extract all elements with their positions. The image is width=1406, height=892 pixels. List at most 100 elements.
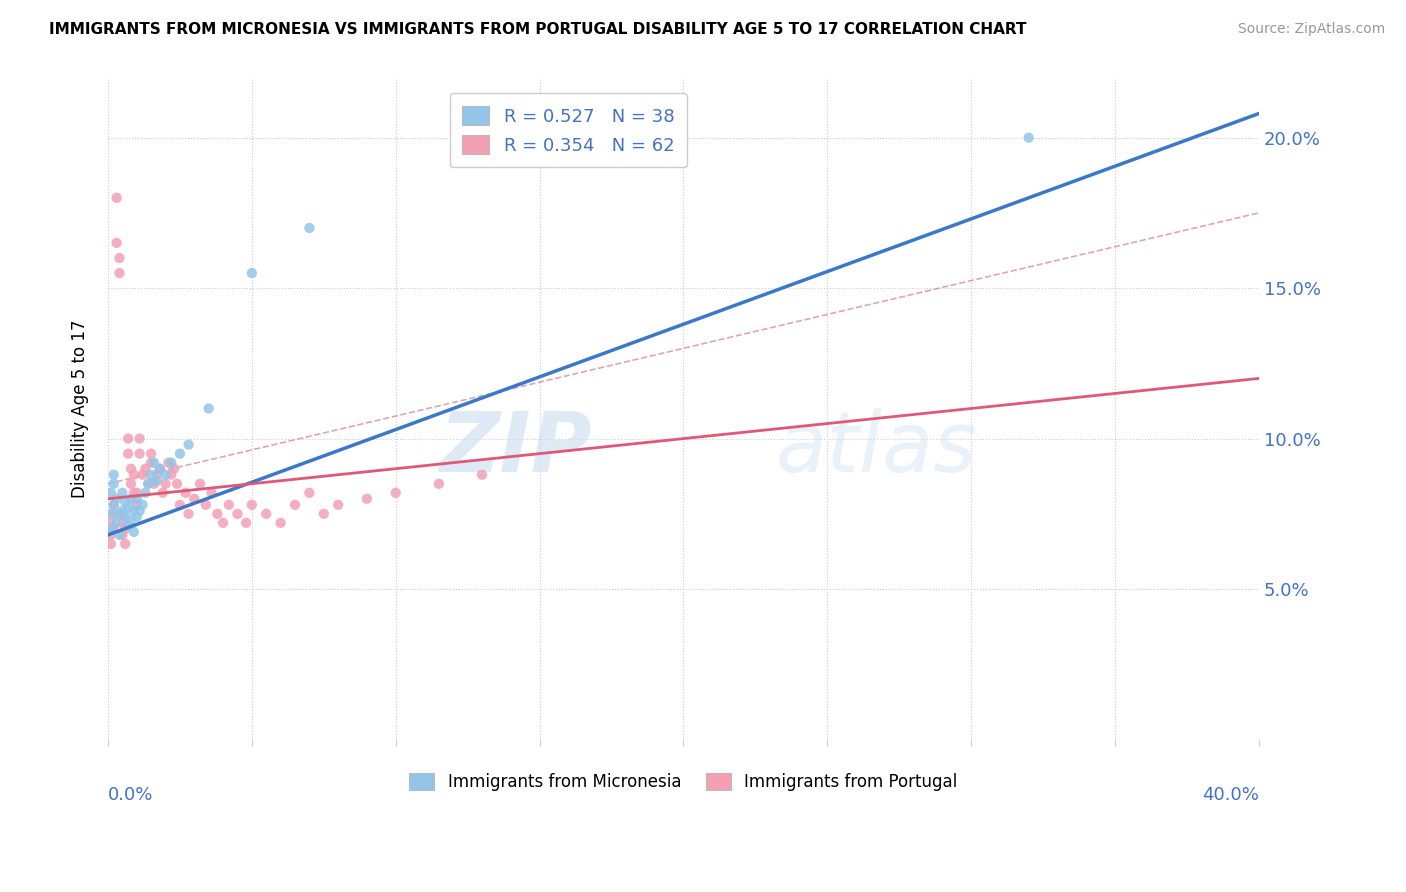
Point [284,498,307,512]
Point [160,467,183,482]
Text: ZIP: ZIP [439,408,592,489]
Point [122,485,145,500]
Point [111,516,134,530]
Point [270,516,292,530]
Point [125,509,148,524]
Point [427,476,450,491]
Point [120,513,142,527]
Point [111,485,134,500]
Point [108,251,131,265]
Point [152,485,174,500]
Point [128,504,150,518]
Point [218,498,240,512]
Point [103,498,125,512]
Point [131,467,153,482]
Point [100,528,122,542]
Point [298,485,321,500]
Point [111,507,134,521]
Point [149,461,172,475]
Point [149,461,172,475]
Point [240,498,263,512]
Point [177,437,200,451]
Point [114,522,136,536]
Point [166,476,188,491]
Point [117,447,139,461]
Point [128,447,150,461]
Point [114,509,136,524]
Point [200,485,222,500]
Point [146,474,169,488]
Point [105,235,128,250]
Point [120,476,142,491]
Point [117,519,139,533]
Point [169,498,191,512]
Point [117,432,139,446]
Point [146,467,169,482]
Point [122,467,145,482]
Point [207,507,229,521]
Point [183,491,205,506]
Point [163,461,186,475]
Point [105,491,128,506]
Point [100,522,122,536]
Point [100,485,122,500]
Point [128,432,150,446]
Point [125,485,148,500]
Point [1018,130,1040,145]
Point [136,476,159,491]
Point [105,191,128,205]
Point [312,507,335,521]
Point [117,500,139,515]
Point [120,461,142,475]
Point [100,537,122,551]
Point [174,485,197,500]
Point [103,498,125,512]
Point [235,516,257,530]
Point [177,507,200,521]
Point [143,456,166,470]
Point [298,221,321,235]
Point [188,476,211,491]
Point [103,522,125,536]
Point [226,507,249,521]
Point [103,467,125,482]
Text: 0.0%: 0.0% [108,786,153,804]
Point [141,447,163,461]
Point [100,507,122,521]
Text: Source: ZipAtlas.com: Source: ZipAtlas.com [1237,22,1385,37]
Point [114,537,136,551]
Point [328,498,350,512]
Point [254,507,277,521]
Point [105,516,128,530]
Text: atlas: atlas [776,408,977,489]
Point [134,485,156,500]
Point [103,507,125,521]
Point [160,456,183,470]
Point [384,485,406,500]
Text: IMMIGRANTS FROM MICRONESIA VS IMMIGRANTS FROM PORTUGAL DISABILITY AGE 5 TO 17 CO: IMMIGRANTS FROM MICRONESIA VS IMMIGRANTS… [49,22,1026,37]
Point [240,266,263,280]
Point [108,507,131,521]
Point [155,467,177,482]
Point [194,498,217,512]
Point [100,516,122,530]
Point [143,476,166,491]
Point [120,491,142,506]
Point [471,467,494,482]
Point [141,456,163,470]
Point [136,476,159,491]
Point [125,498,148,512]
Point [131,498,153,512]
Point [169,447,191,461]
Point [122,504,145,518]
Point [157,456,180,470]
Point [125,491,148,506]
Point [103,476,125,491]
Y-axis label: Disability Age 5 to 17: Disability Age 5 to 17 [72,319,89,498]
Point [114,495,136,509]
Legend: Immigrants from Micronesia, Immigrants from Portugal: Immigrants from Micronesia, Immigrants f… [402,766,965,797]
Point [111,504,134,518]
Point [212,516,235,530]
Text: 40.0%: 40.0% [1202,786,1258,804]
Point [122,524,145,539]
